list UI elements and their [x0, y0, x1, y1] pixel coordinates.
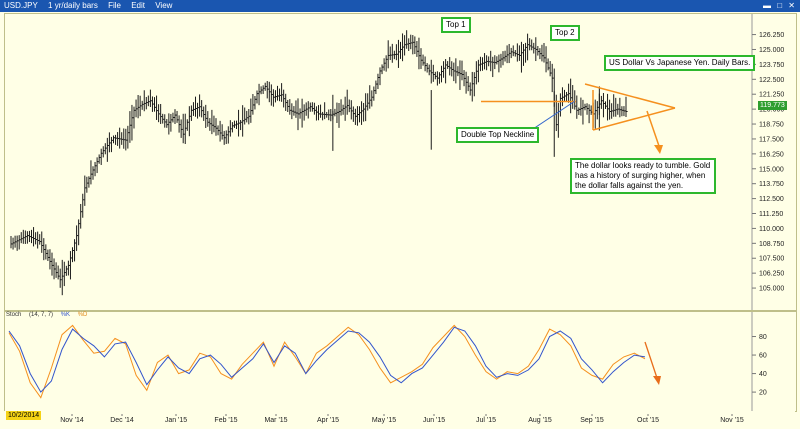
down-arrow-line	[646, 110, 660, 147]
maximize-icon[interactable]: □	[777, 1, 783, 10]
price-tick-label: 126.250	[759, 32, 784, 39]
price-tick-label: 108.750	[759, 241, 784, 248]
stoch-tick-label: 80	[759, 334, 767, 341]
stoch-chart: 80 60 40 20	[8, 312, 767, 411]
stoch-k-label: %K	[60, 312, 71, 318]
window-controls: ▬ □ ✕	[761, 0, 797, 12]
stoch-d-label: %D	[77, 312, 88, 318]
chart-title-box: US Dollar Vs Japanese Yen. Daily Bars.	[604, 55, 756, 71]
time-axis-svg: Nov '14 Dec '14 Jan '15 Feb '15 Mar '15 Apr '…	[60, 414, 744, 424]
price-tick-label: 125.000	[759, 47, 784, 54]
start-date-tag: 10/2/2014	[6, 411, 42, 420]
price-tick-label: 120.000	[759, 107, 784, 114]
price-tick-label: 121.250	[759, 92, 784, 99]
menu-edit[interactable]: Edit	[131, 1, 145, 10]
price-tick-label: 107.500	[759, 256, 784, 263]
stoch-params: (14, 7, 7)	[29, 312, 54, 318]
top1-label: Top 1	[441, 17, 471, 33]
commentary-box: The dollar looks ready to tumble. Gold h…	[570, 158, 716, 194]
stoch-k-line	[8, 326, 646, 393]
stoch-d-line	[8, 324, 646, 399]
down-arrow-head	[654, 145, 663, 154]
price-tick-label: 122.500	[759, 77, 784, 84]
triangle-lower-line	[592, 107, 676, 131]
price-tick-label: 117.500	[759, 136, 784, 143]
triangle-upper-line	[584, 83, 676, 109]
price-tick-label: 123.750	[759, 62, 784, 69]
price-bars	[10, 30, 628, 296]
price-tick-label: 110.000	[759, 226, 784, 233]
time-axis: Nov '14 Dec '14 Jan '15 Feb '15 Mar '15 Apr '…	[4, 411, 795, 424]
menu-file[interactable]: File	[108, 1, 121, 10]
price-tick-label: 113.750	[759, 181, 784, 188]
neckline-pointer	[532, 100, 576, 130]
neckline-label: Double Top Neckline	[456, 127, 540, 143]
stoch-y-ticks: 80 60 40 20	[752, 334, 767, 397]
stoch-tick-label: 60	[759, 353, 767, 360]
stoch-header: Stoch (14, 7, 7) %K %D	[6, 312, 93, 318]
close-icon[interactable]: ✕	[788, 1, 795, 10]
stoch-arrow-line	[644, 341, 658, 379]
top2-label: Top 2	[550, 25, 580, 41]
price-tick-label: 115.000	[759, 166, 784, 173]
stoch-tick-label: 40	[759, 371, 767, 378]
price-chart: 126.250 125.000 123.750 122.500 121.250 120.0…	[10, 14, 784, 310]
minimize-icon[interactable]: ▬	[762, 1, 771, 10]
price-tick-label: 111.250	[759, 211, 783, 218]
stoch-name[interactable]: Stoch	[6, 312, 22, 318]
price-tick-label: 118.750	[759, 122, 784, 129]
stoch-panel: 80 60 40 20	[4, 311, 797, 412]
period-menu[interactable]: 1 yr/daily bars	[48, 1, 98, 10]
price-tick-label: 116.250	[759, 151, 784, 158]
price-tick-label: 112.500	[759, 196, 784, 203]
price-y-ticks: 126.250 125.000 123.750 122.500 121.250 120.0…	[752, 32, 784, 293]
window-titlebar: USD.JPY 1 yr/daily bars File Edit View ▬…	[0, 0, 800, 12]
price-tick-label: 106.250	[759, 271, 784, 278]
menu-view[interactable]: View	[155, 1, 173, 10]
price-tick-label: 105.000	[759, 286, 784, 293]
stoch-arrow-head	[653, 376, 661, 385]
last-price-tag: 119.773	[758, 101, 787, 110]
symbol-label[interactable]: USD.JPY	[4, 1, 38, 10]
stoch-tick-label: 20	[759, 390, 767, 397]
